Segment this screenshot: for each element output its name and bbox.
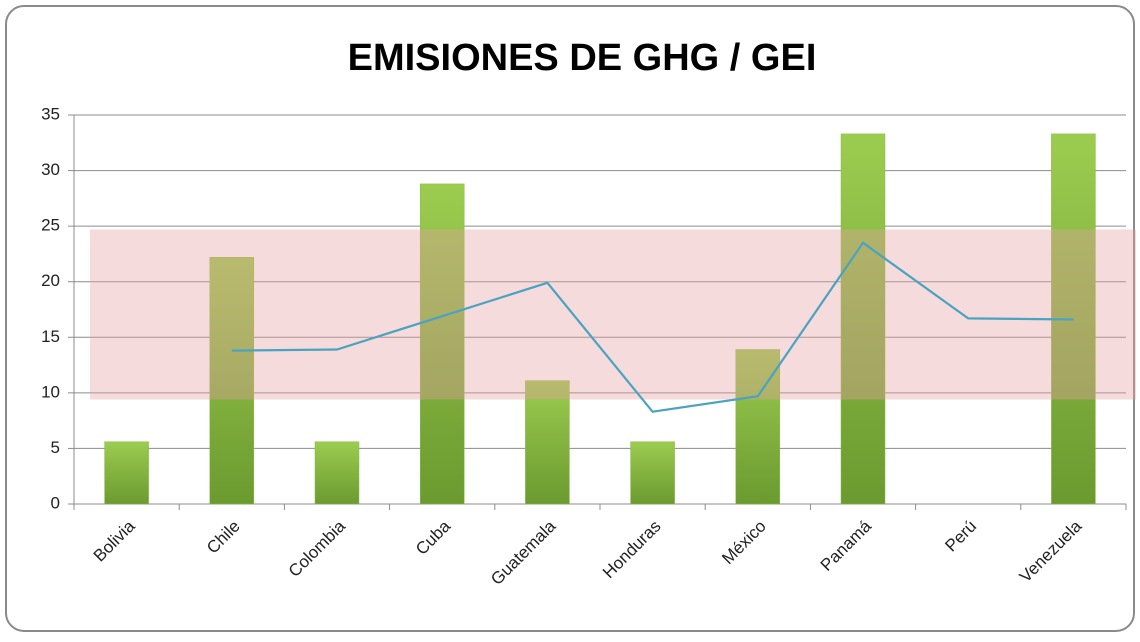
bar <box>314 441 360 505</box>
y-tick-label: 20 <box>41 271 60 290</box>
bar <box>209 257 255 505</box>
y-tick-label: 15 <box>41 327 60 346</box>
line <box>231 241 1074 413</box>
y-tick-label: 30 <box>41 160 60 179</box>
bar <box>840 133 886 505</box>
y-tick-label: 25 <box>41 216 60 235</box>
bar <box>419 183 465 505</box>
shaded-band <box>90 229 1136 400</box>
bar <box>525 380 570 505</box>
y-tick-label: 0 <box>51 493 60 512</box>
y-tick-label: 5 <box>51 438 60 457</box>
y-tick-label: 10 <box>41 382 60 401</box>
chart-title: EMISIONES DE GHG / GEI <box>348 37 817 79</box>
y-tick-label: 35 <box>41 104 60 123</box>
bar <box>630 441 675 505</box>
bar <box>104 441 149 505</box>
